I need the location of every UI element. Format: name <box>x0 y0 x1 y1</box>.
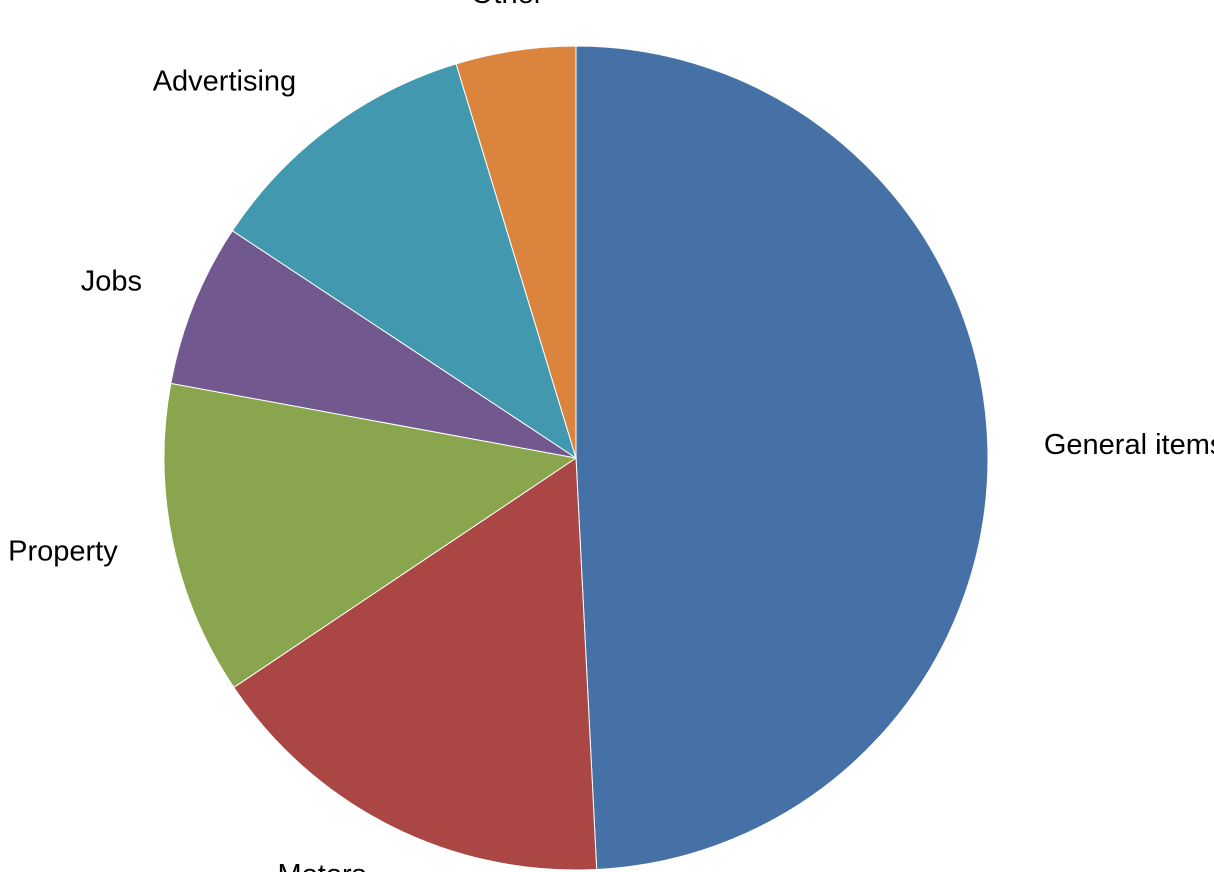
pie-slice <box>231 63 577 460</box>
slice-label: Motors <box>278 859 367 872</box>
pie-slice <box>163 382 578 689</box>
pie-slice <box>455 45 577 459</box>
pie-slice <box>170 230 577 459</box>
pie-slice <box>233 457 598 871</box>
slice-label: Property <box>8 536 118 568</box>
slice-label: Jobs <box>81 266 142 298</box>
slice-label: Other <box>471 0 544 10</box>
slice-label: General items <box>1044 429 1214 461</box>
pie-slice <box>575 45 989 871</box>
slice-label: Advertising <box>153 66 296 98</box>
